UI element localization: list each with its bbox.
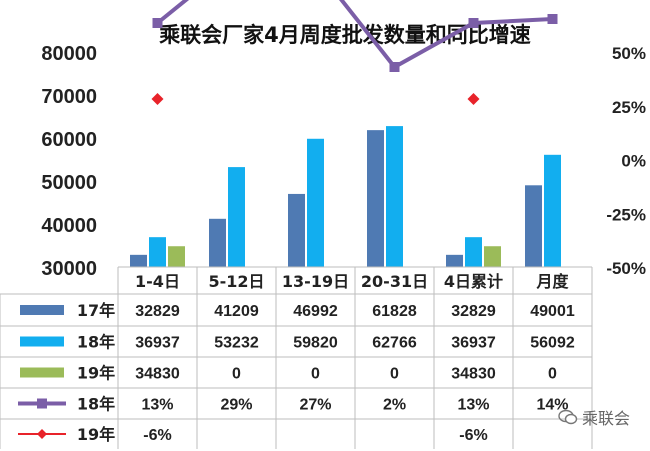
data-label: 2% [383, 397, 406, 414]
bar-17年-20-31日 [367, 130, 384, 267]
bar-18年-5-12日 [228, 167, 245, 267]
data-label: 29% [220, 397, 252, 414]
bar-series [130, 126, 561, 267]
data-label: 62766 [372, 335, 417, 352]
line-series [151, 0, 558, 105]
bar-17年-1-4日 [130, 254, 147, 267]
data-label: 0 [232, 366, 241, 383]
data-label: 36937 [135, 335, 180, 352]
data-label: 32829 [135, 303, 180, 320]
category-label: 5-12日 [208, 272, 264, 291]
bar-18年-13-19日 [307, 138, 324, 267]
data-label: 36937 [451, 335, 496, 352]
point-18年-20-31日 [389, 62, 400, 72]
bar-18年-20-31日 [386, 126, 403, 267]
bar-17年-13-19日 [288, 193, 305, 267]
bar-19年-4日累计 [484, 246, 501, 267]
data-label: 0 [390, 366, 399, 383]
legend-label: 19年 [77, 425, 115, 444]
right-axis-tick-label: 0% [621, 152, 646, 171]
data-label: 0 [548, 366, 557, 383]
data-label: 0 [311, 366, 320, 383]
data-label: 14% [536, 397, 568, 414]
category-label: 1-4日 [135, 272, 180, 291]
legend-label: 18年 [77, 333, 115, 352]
right-axis-tick-label: 25% [612, 98, 646, 117]
left-axis-tick-label: 40000 [41, 215, 97, 237]
point-18年-月度 [547, 14, 558, 24]
legend-label: 19年 [77, 364, 115, 383]
watermark: 乘联会 [558, 405, 630, 429]
right-axis-tick-label: -25% [606, 205, 646, 224]
bar-19年-1-4日 [168, 246, 185, 267]
data-label: -6% [143, 427, 171, 444]
data-label: 34830 [451, 366, 496, 383]
left-axis-tick-label: 70000 [41, 86, 97, 108]
category-label: 月度 [535, 272, 569, 291]
legend-key-marker [37, 429, 47, 439]
legend-label: 17年 [77, 301, 115, 320]
bar-17年-5-12日 [209, 218, 226, 267]
line-18年 [156, 0, 553, 70]
left-axis-tick-label: 60000 [41, 129, 97, 151]
point-19年-4日累计 [467, 93, 480, 105]
point-18年-4日累计 [468, 18, 479, 28]
data-label: 61828 [372, 303, 417, 320]
legend-key-17年 [20, 305, 64, 315]
data-label: 56092 [530, 335, 575, 352]
left-axis-tick-label: 50000 [41, 172, 97, 194]
data-table: 1-4日 5-12日 13-19日 20-31日 4日累计 月度 17年 32829 41209… [0, 266, 593, 449]
left-axis-tick-label: 80000 [41, 43, 97, 65]
axes: 30000 40000 50000 60000 70000 80000 -50% -25% 0%… [41, 43, 646, 280]
data-label: 41209 [214, 303, 259, 320]
data-label: 13% [457, 397, 489, 414]
point-19年-1-4日 [151, 93, 164, 105]
legend-key-18年 [20, 336, 64, 347]
left-axis-tick-label: 30000 [41, 258, 97, 280]
category-label: 4日累计 [444, 272, 503, 291]
bar-18年-1-4日 [149, 237, 166, 267]
data-label: 49001 [530, 303, 575, 320]
watermark-text: 乘联会 [582, 409, 631, 428]
data-label: 32829 [451, 303, 496, 320]
right-axis-tick-label: -50% [606, 259, 646, 278]
data-label: 53232 [214, 335, 259, 352]
right-axis-tick-label: 50% [612, 44, 646, 63]
data-label: -6% [459, 427, 487, 444]
category-label: 13-19日 [282, 272, 349, 291]
legend-key-19年 [20, 367, 64, 378]
data-label: 59820 [293, 335, 338, 352]
bar-17年-4日累计 [446, 254, 463, 267]
legend-label: 18年 [77, 395, 115, 414]
data-label: 46992 [293, 303, 338, 320]
data-label: 34830 [135, 366, 180, 383]
wechat-icon [558, 409, 578, 425]
point-18年-1-4日 [152, 18, 163, 28]
data-label: 27% [299, 397, 331, 414]
bar-18年-月度 [544, 154, 561, 267]
legend-key-marker [37, 398, 47, 409]
bar-17年-月度 [525, 185, 542, 267]
data-label: 13% [141, 397, 173, 414]
category-label: 20-31日 [361, 272, 428, 291]
bar-18年-4日累计 [465, 237, 482, 267]
